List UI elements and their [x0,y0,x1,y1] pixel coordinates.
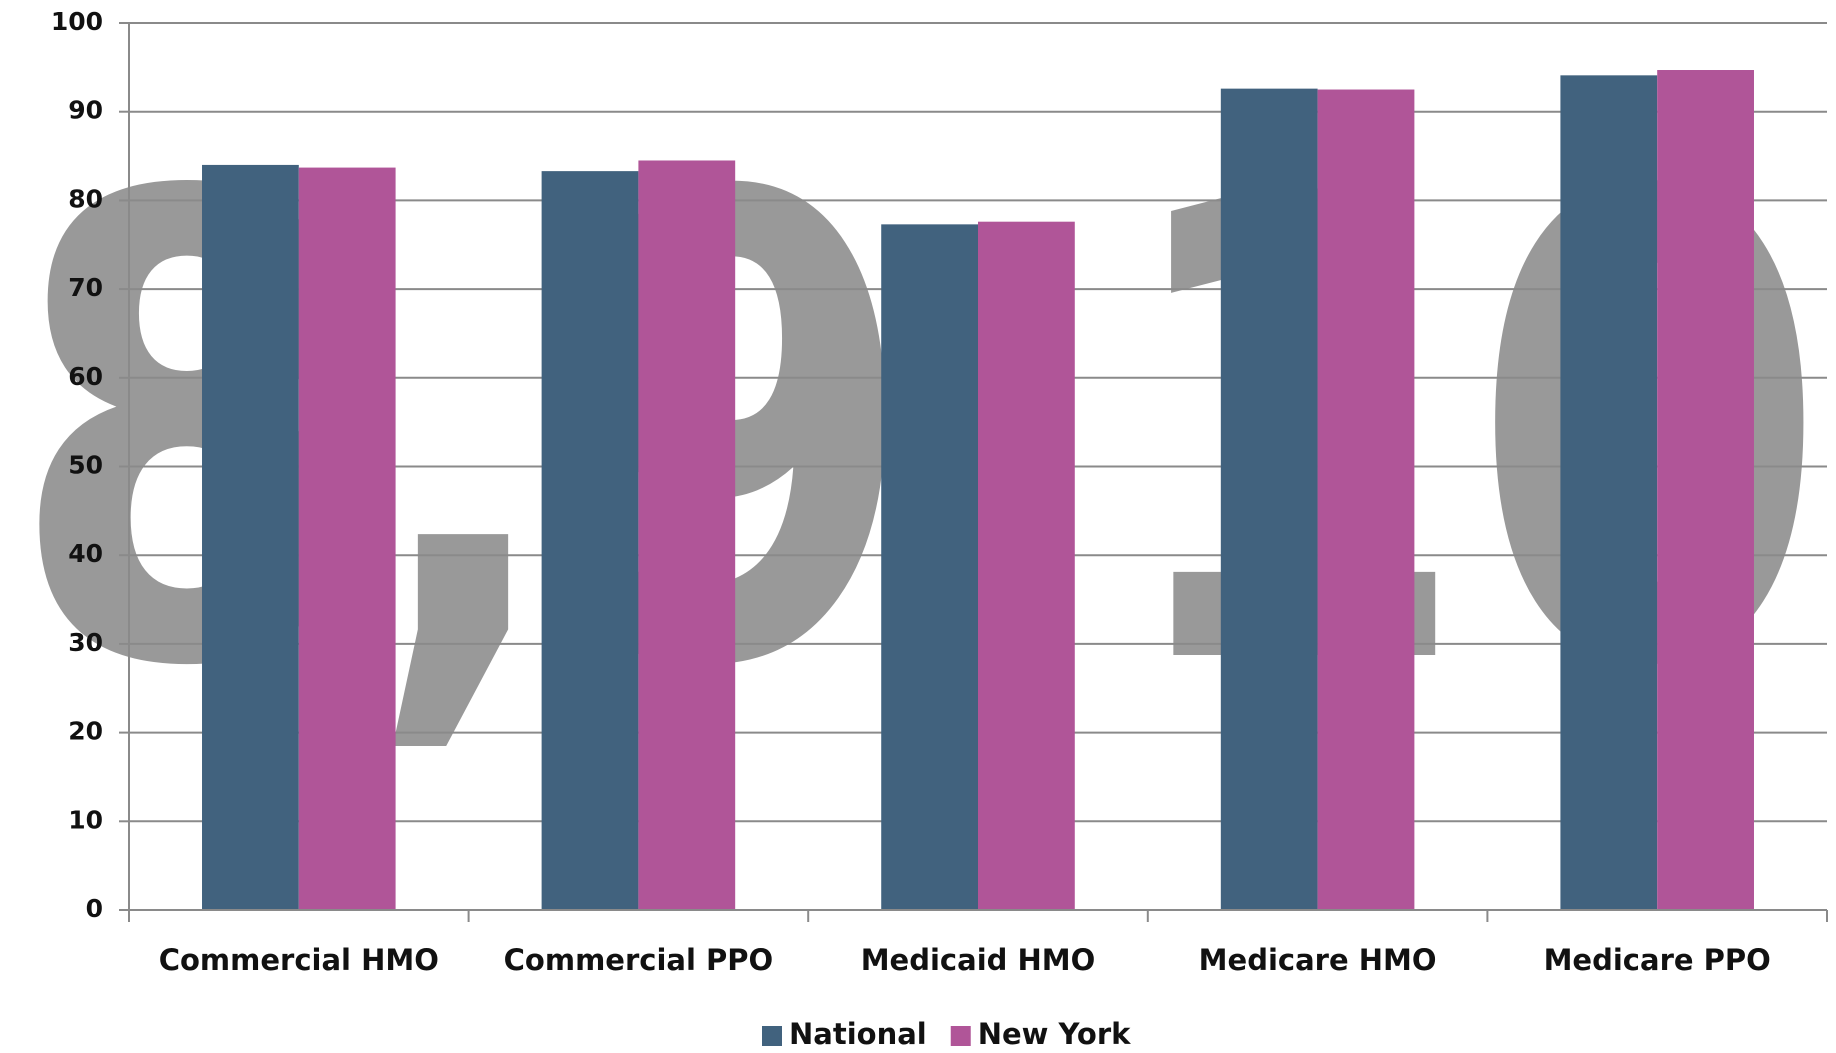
y-tick-label: 20 [68,717,103,746]
legend-label: New York [978,1017,1131,1051]
bar [638,160,736,911]
bar [1220,88,1318,910]
bar [978,221,1075,911]
y-tick-label: 0 [86,894,103,923]
y-tick-label: 80 [68,184,103,213]
x-tick-label: Medicaid HMO [861,943,1096,977]
bar [298,167,396,910]
bar [202,164,299,911]
y-tick-label: 90 [68,96,103,125]
x-tick-label: Medicare HMO [1199,943,1437,977]
x-tick-label: Commercial PPO [504,943,774,977]
y-tick-label: 70 [68,273,103,302]
bar [1657,70,1754,911]
y-tick-label: 60 [68,362,103,391]
legend-label: National [789,1017,927,1051]
y-tick-label: 40 [68,539,103,568]
x-tick-label: Medicare PPO [1544,943,1771,977]
x-tick-label: Commercial HMO [159,943,439,977]
bar [1560,75,1658,910]
bar [881,224,978,910]
y-tick-label: 30 [68,628,103,657]
bar [541,171,639,910]
legend-swatch [762,1026,782,1046]
y-tick-label: 50 [68,451,103,480]
y-tick-label: 10 [68,805,103,834]
bar [1317,89,1415,910]
y-tick-label: 100 [51,7,103,36]
legend-swatch [950,1026,971,1046]
